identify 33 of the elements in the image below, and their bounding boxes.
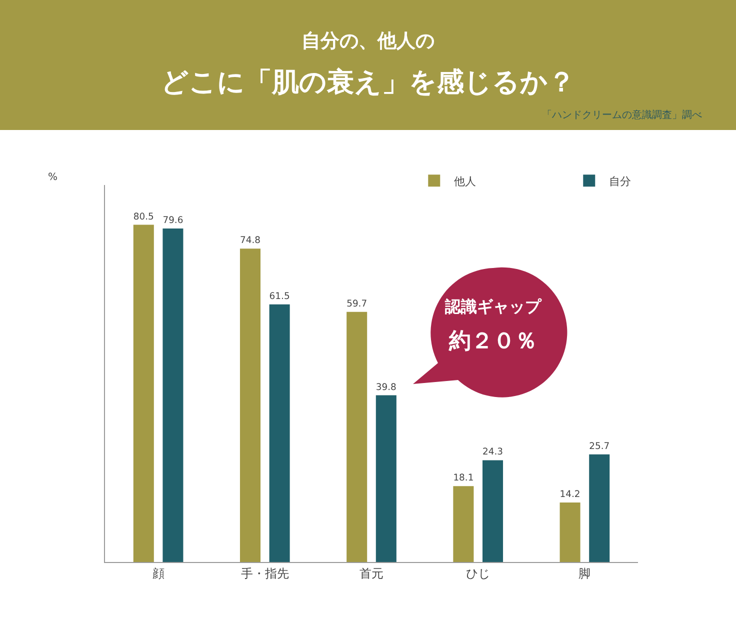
data-label: 74.8 xyxy=(240,235,261,246)
bar xyxy=(589,454,610,562)
data-label: 24.3 xyxy=(482,446,504,458)
bar xyxy=(162,228,184,562)
y-axis-title: % xyxy=(48,172,58,183)
data-label: 18.1 xyxy=(453,472,474,484)
x-tick-label: 脚 xyxy=(578,566,591,580)
bar xyxy=(240,248,260,562)
legend-label: 自分 xyxy=(609,174,632,188)
data-label: 39.8 xyxy=(376,382,397,393)
bar xyxy=(269,304,290,562)
data-label: 25.7 xyxy=(589,440,610,452)
bar xyxy=(133,224,154,562)
annotation: 認識ギャップ xyxy=(444,297,542,316)
x-tick-label: ひじ xyxy=(466,566,490,580)
bar xyxy=(560,502,580,562)
x-tick-label: 首元 xyxy=(360,566,384,580)
chart-title: どこに「肌の衰え」を感じるか？ xyxy=(160,66,576,100)
x-tick-label: 手・指先 xyxy=(240,566,289,580)
bar xyxy=(453,486,474,562)
bar xyxy=(482,460,504,562)
text: 「ハンドクリームの意識調査」調べ xyxy=(542,108,702,122)
bar xyxy=(376,395,396,562)
data-label: 61.5 xyxy=(269,290,290,302)
x-tick-label: 顔 xyxy=(152,566,164,580)
chart-subtitle: 自分の、他人の xyxy=(300,29,436,54)
annotation: 約２０％ xyxy=(448,329,537,354)
data-label: 79.6 xyxy=(162,215,184,226)
data-label: 80.5 xyxy=(133,211,154,222)
bar xyxy=(346,312,368,562)
data-label: 14.2 xyxy=(560,489,580,500)
data-label: 59.7 xyxy=(346,298,368,310)
legend-label: 他人 xyxy=(454,174,476,188)
